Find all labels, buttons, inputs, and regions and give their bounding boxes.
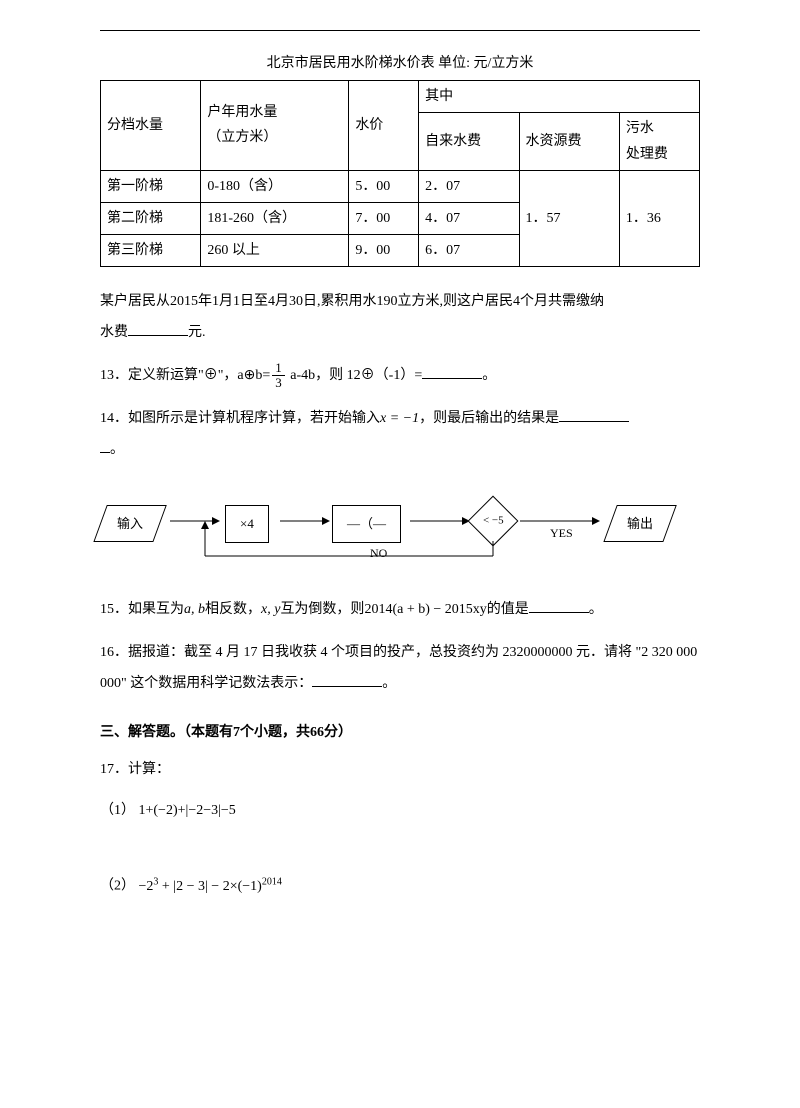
q15-formula: 2014(a + b) − 2015xy (364, 602, 486, 617)
q16-para: 16．据报道：截至 4 月 17 日我收获 4 个项目的投产，总投资约为 232… (100, 638, 700, 700)
header-price: 水价 (349, 81, 419, 171)
cell-resource: 1．57 (519, 170, 619, 267)
q13-prefix: 13．定义新运算"⊕"，a⊕b= (100, 368, 270, 383)
cell-sewage: 1．36 (619, 170, 699, 267)
section3-title: 三、解答题。（本题有7个小题，共66分） (100, 720, 700, 745)
fraction-num: 1 (272, 361, 285, 376)
q17-1-formula: 1+(−2)+|−2−3|−5 (139, 803, 236, 818)
blank (128, 322, 188, 336)
q12-text: 某户居民从 (100, 294, 170, 309)
q15-t3: 互为倒数，则 (280, 602, 364, 617)
table-row: 第一阶梯 0-180（含） 5．00 2．07 1．57 1．36 (101, 170, 700, 202)
q17-2-formula: −23 + |2 − 3| − 2×(−1)2014 (139, 879, 282, 894)
no-label: NO (370, 543, 387, 565)
header-resource: 水资源费 (519, 113, 619, 170)
q13-mid: a-4b，则 12⊕（-1）= (287, 368, 422, 383)
header-sewage: 污水处理费 (619, 113, 699, 170)
q12-d1: 1 (233, 294, 240, 309)
q12-m2: 4 (268, 294, 275, 309)
q14-para: 14．如图所示是计算机程序计算，若开始输入x = −1，则最后输出的结果是。 (100, 404, 700, 466)
q14-t3: 。 (110, 442, 124, 457)
yes-label: YES (550, 523, 573, 545)
q14-formula: x = −1 (380, 411, 419, 426)
q15-suffix: 。 (589, 602, 603, 617)
header-among: 其中 (419, 81, 700, 113)
cell-tap: 6．07 (419, 235, 519, 267)
cell-tier: 第二阶梯 (101, 202, 201, 234)
cell-price: 7．00 (349, 202, 419, 234)
q17-2: （2） −23 + |2 − 3| − 2×(−1)2014 (100, 873, 700, 899)
q15-t1: 15．如果互为 (100, 602, 184, 617)
q17-1: （1） 1+(−2)+|−2−3|−5 (100, 798, 700, 823)
q16-suffix: 。 (382, 676, 396, 691)
flowchart: 输入 ×4 —（— < −5 YES 输出 NO (100, 485, 700, 575)
fraction-den: 3 (272, 376, 285, 390)
q12-end: 元. (188, 325, 206, 340)
q12-t: 立方米,则这户居民 (398, 294, 514, 309)
q15-t2: 相反数， (205, 602, 261, 617)
q12-months: 4 (513, 294, 520, 309)
loop-svg (200, 521, 500, 561)
blank (312, 673, 382, 687)
q12-t: 年 (198, 294, 212, 309)
q17-2-exp2: 2014 (262, 876, 282, 887)
q12-t: 月 (219, 294, 233, 309)
q12-para: 某户居民从2015年1月1日至4月30日,累积用水190立方米,则这户居民4个月… (100, 287, 700, 349)
cell-price: 9．00 (349, 235, 419, 267)
q12-d2: 30 (289, 294, 303, 309)
header-tier: 分档水量 (101, 81, 201, 171)
cell-amount: 0-180（含） (201, 170, 349, 202)
cell-amount: 181-260（含） (201, 202, 349, 234)
q17-1-label: （1） (100, 803, 135, 818)
blank (422, 365, 482, 379)
q12-t: 个月共需缴纳 (520, 294, 604, 309)
q13-suffix: 。 (482, 368, 496, 383)
q14-t2: ，则最后输出的结果是 (419, 411, 559, 426)
q12-t: 日,累积用水 (303, 294, 377, 309)
q13-para: 13．定义新运算"⊕"，a⊕b=13 a-4b，则 12⊕（-1）= 。 (100, 361, 700, 392)
fraction: 13 (272, 361, 285, 391)
cell-price: 5．00 (349, 170, 419, 202)
q16-text: 16．据报道：截至 4 月 17 日我收获 4 个项目的投产，总投资约为 232… (100, 645, 697, 691)
top-rule (100, 30, 700, 31)
flow-input: 输入 (93, 505, 167, 542)
header-tap: 自来水费 (419, 113, 519, 170)
cell-amount: 260 以上 (201, 235, 349, 267)
cell-tap: 4．07 (419, 202, 519, 234)
q15-v2: x, y (261, 602, 280, 617)
q12-t: 日至 (240, 294, 268, 309)
water-price-table: 分档水量 户年用水量（立方米） 水价 其中 自来水费 水资源费 污水处理费 第一… (100, 80, 700, 267)
q17-label: 17．计算： (100, 755, 700, 786)
table-header-row1: 分档水量 户年用水量（立方米） 水价 其中 (101, 81, 700, 113)
q12-t: 月 (275, 294, 289, 309)
cell-tap: 2．07 (419, 170, 519, 202)
q17-2-p1: −2 (139, 879, 154, 894)
flow-output: 输出 (603, 505, 677, 542)
q12-year: 2015 (170, 294, 198, 309)
q15-para: 15．如果互为a, b相反数，x, y互为倒数，则2014(a + b) − 2… (100, 595, 700, 626)
q12-vol: 190 (377, 294, 398, 309)
q15-t4: 的值是 (487, 602, 529, 617)
header-amount: 户年用水量（立方米） (201, 81, 349, 171)
q12-m1: 1 (212, 294, 219, 309)
flow-output-text: 输出 (627, 512, 653, 535)
q14-t1: 14．如图所示是计算机程序计算，若开始输入 (100, 411, 380, 426)
q15-v1: a, b (184, 602, 205, 617)
q12-line2: 水费 (100, 325, 128, 340)
table-title: 北京市居民用水阶梯水价表 单位: 元/立方米 (100, 51, 700, 76)
blank (100, 439, 110, 453)
flow-input-text: 输入 (117, 512, 143, 535)
q17-2-p2: + |2 − 3| − 2×(−1) (158, 879, 261, 894)
blank (529, 599, 589, 613)
blank (559, 408, 629, 422)
q17-2-label: （2） (100, 879, 135, 894)
cell-tier: 第三阶梯 (101, 235, 201, 267)
cell-tier: 第一阶梯 (101, 170, 201, 202)
